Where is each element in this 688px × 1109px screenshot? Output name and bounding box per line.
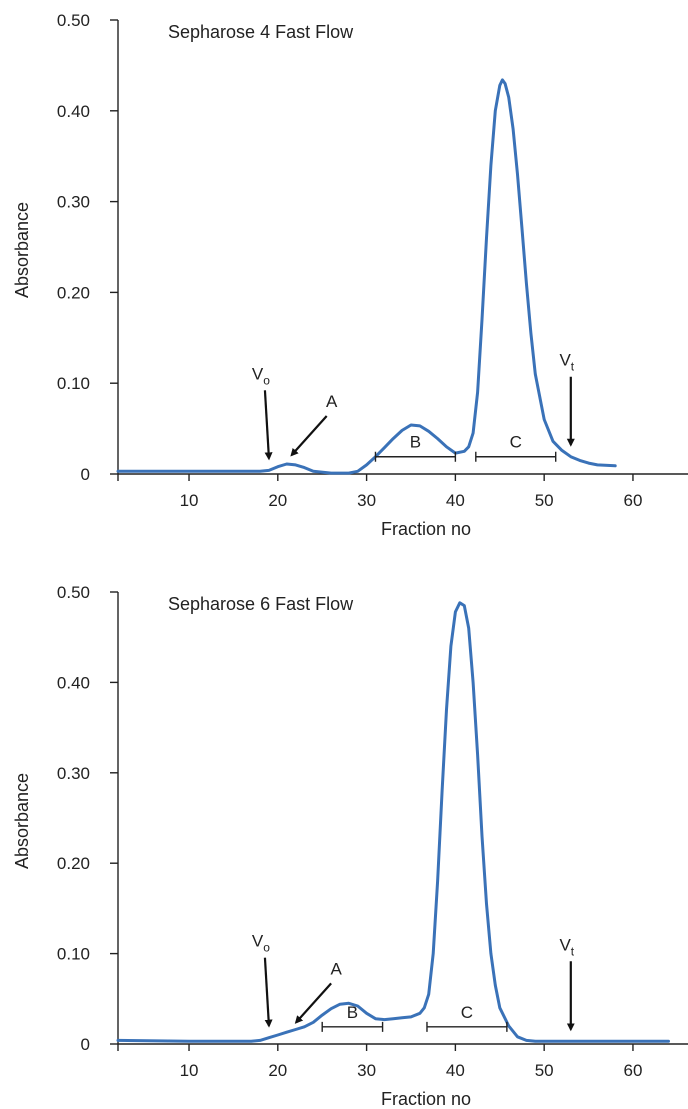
y-tick-label: 0.20 — [57, 283, 90, 302]
total-volume-label: Vt — [559, 935, 574, 958]
chart-title: Sepharose 4 Fast Flow — [168, 22, 354, 42]
y-tick-label: 0.40 — [57, 102, 90, 121]
x-tick-label: 30 — [357, 1061, 376, 1080]
y-tick-label: 0 — [81, 465, 90, 484]
x-tick-label: 40 — [446, 1061, 465, 1080]
absorbance-curve — [116, 78, 617, 475]
volume-subscript: t — [571, 360, 575, 374]
arrow-icon — [290, 415, 328, 457]
volume-letter: V — [559, 935, 571, 954]
y-tick-label: 0.10 — [57, 945, 90, 964]
fraction-range-bracket — [374, 451, 457, 462]
fraction-range-label: B — [347, 1003, 358, 1022]
fraction-range-bracket — [475, 451, 557, 462]
y-tick-label: 0.20 — [57, 854, 90, 873]
fraction-range-label: B — [410, 433, 421, 452]
y-tick-label: 0 — [81, 1035, 90, 1054]
x-tick-label: 20 — [268, 1061, 287, 1080]
absorbance-curve — [116, 601, 670, 1043]
volume-subscript: o — [263, 941, 270, 955]
y-tick-label: 0.50 — [57, 583, 90, 602]
chart-panel-sepharose-4: 0 0.10 0.20 0.30 0.40 0.50 10 20 30 40 50 60 Fractio… — [12, 11, 688, 539]
chart-panel-sepharose-6: 0 0.10 0.20 0.30 0.40 0.50 10 20 30 40 50 60 Fractio… — [12, 583, 688, 1109]
volume-letter: V — [559, 351, 571, 370]
peak-a-label: A — [330, 959, 342, 978]
volume-letter: V — [252, 932, 264, 951]
fraction-range-bracket — [426, 1021, 508, 1032]
y-tick-label: 0.50 — [57, 11, 90, 30]
y-tick-label: 0.30 — [57, 193, 90, 212]
arrow-icon — [294, 982, 332, 1024]
y-tick-label: 0.30 — [57, 764, 90, 783]
x-tick-label: 50 — [535, 1061, 554, 1080]
y-tick-label: 0.10 — [57, 374, 90, 393]
total-volume-label: Vt — [559, 351, 574, 374]
x-tick-label: 10 — [180, 1061, 199, 1080]
peak-a-label: A — [326, 392, 338, 411]
fraction-range-bracket — [321, 1021, 384, 1032]
y-axis-title: Absorbance — [12, 773, 32, 869]
x-axis-title: Fraction no — [381, 1089, 471, 1109]
arrow-icon — [263, 390, 273, 461]
volume-letter: V — [252, 364, 264, 383]
x-tick-label: 30 — [357, 491, 376, 510]
x-tick-label: 40 — [446, 491, 465, 510]
y-tick-label: 0.40 — [57, 673, 90, 692]
x-tick-label: 20 — [268, 491, 287, 510]
x-tick-label: 60 — [623, 491, 642, 510]
x-tick-label: 50 — [535, 491, 554, 510]
chart-title: Sepharose 6 Fast Flow — [168, 594, 354, 614]
volume-subscript: o — [263, 373, 270, 387]
x-tick-label: 10 — [180, 491, 199, 510]
void-volume-label: Vo — [252, 364, 270, 387]
fraction-range-label: C — [510, 433, 522, 452]
x-tick-label: 60 — [623, 1061, 642, 1080]
x-axis-title: Fraction no — [381, 519, 471, 539]
fraction-range-label: C — [461, 1003, 473, 1022]
y-axis-title: Absorbance — [12, 202, 32, 298]
arrow-icon — [263, 957, 273, 1028]
volume-subscript: t — [571, 944, 575, 958]
void-volume-label: Vo — [252, 932, 270, 955]
